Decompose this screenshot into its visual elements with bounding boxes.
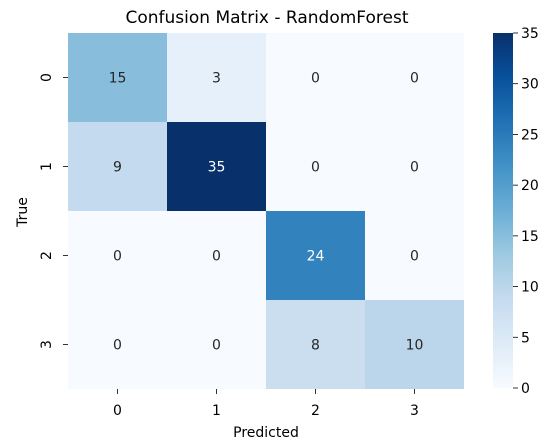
cell-annotation: 0 <box>311 160 320 176</box>
heatmap-cell <box>167 211 266 300</box>
heatmap-cell <box>266 300 365 389</box>
heatmap-cell <box>68 211 167 300</box>
heatmap-cell <box>68 33 167 122</box>
x-axis: 0 1 2 3 <box>113 389 419 419</box>
heatmap-cells <box>68 33 464 389</box>
heatmap-cell <box>365 300 464 389</box>
cell-annotation: 0 <box>410 249 419 265</box>
heatmap-cell <box>167 122 266 211</box>
y-tick-label: 3 <box>39 340 55 349</box>
cell-annotation: 0 <box>113 338 122 354</box>
y-tick-label: 0 <box>39 73 55 82</box>
cell-annotation: 35 <box>208 160 226 176</box>
x-tick-label: 1 <box>212 403 221 419</box>
cell-annotation: 0 <box>311 71 320 87</box>
x-tick-label: 0 <box>113 403 122 419</box>
cell-annotation: 15 <box>109 71 127 87</box>
heatmap-cell <box>266 122 365 211</box>
colorbar-tick-label: 5 <box>521 330 530 346</box>
cell-annotation: 9 <box>113 160 122 176</box>
heatmap-cell <box>167 300 266 389</box>
cell-annotation: 0 <box>212 249 221 265</box>
y-tick-label: 1 <box>39 162 55 171</box>
x-axis-label: Predicted <box>233 425 299 441</box>
heatmap-cell <box>365 33 464 122</box>
cell-annotation: 0 <box>410 160 419 176</box>
cell-annotation: 3 <box>212 71 221 87</box>
heatmap-cell <box>68 300 167 389</box>
cell-annotation: 10 <box>406 338 424 354</box>
chart-title: Confusion Matrix - RandomForest <box>126 8 409 28</box>
colorbar-tick-label: 35 <box>521 26 539 42</box>
heatmap-cell <box>167 33 266 122</box>
colorbar-tick-label: 25 <box>521 127 539 143</box>
cell-annotation: 24 <box>307 249 325 265</box>
colorbar-tick-label: 10 <box>521 280 539 296</box>
colorbar-tick-label: 15 <box>521 229 539 245</box>
colorbar-tick-label: 0 <box>521 381 530 397</box>
cell-annotation: 0 <box>113 249 122 265</box>
y-tick-label: 2 <box>39 251 55 260</box>
cell-annotation: 0 <box>410 71 419 87</box>
y-axis: 0 1 2 3 <box>39 73 68 349</box>
cell-annotation: 8 <box>311 338 320 354</box>
heatmap-cell <box>68 122 167 211</box>
heatmap-cell <box>365 122 464 211</box>
cell-annotation: 0 <box>212 338 221 354</box>
heatmap-cell <box>266 211 365 300</box>
x-tick-label: 3 <box>410 403 419 419</box>
heatmap-cell <box>266 33 365 122</box>
colorbar-ticks: 0 5 10 15 20 25 30 35 <box>513 26 539 397</box>
y-axis-label: True <box>15 197 31 228</box>
colorbar-tick-label: 20 <box>521 178 539 194</box>
colorbar <box>493 33 513 388</box>
colorbar-tick-label: 30 <box>521 77 539 93</box>
x-tick-label: 2 <box>311 403 320 419</box>
heatmap-annotations: 15 3 0 0 9 35 0 0 0 0 24 0 0 0 8 10 <box>109 71 424 354</box>
heatmap-cell <box>365 211 464 300</box>
